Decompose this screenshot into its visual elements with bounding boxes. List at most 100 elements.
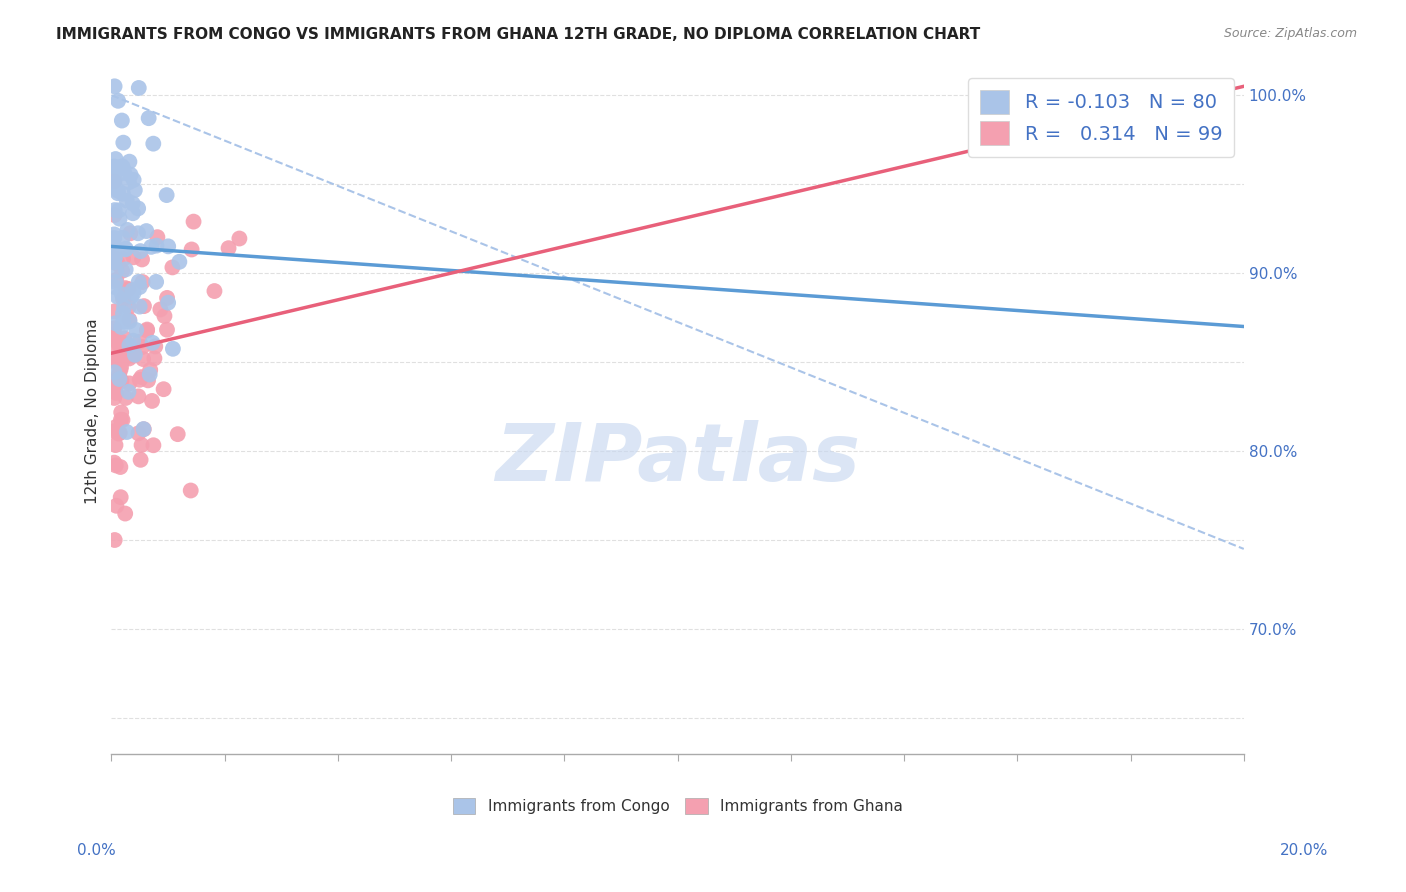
Point: [107, 426, 129, 441]
Point: [115, 194, 138, 208]
Point: [142, 136, 165, 151]
Point: [157, 239, 180, 253]
Point: [120, 227, 142, 241]
Point: [105, 264, 128, 278]
Point: [103, 174, 125, 188]
Point: [146, 230, 169, 244]
Point: [139, 363, 162, 377]
Point: [108, 338, 131, 352]
Point: [104, 152, 127, 166]
Point: [145, 238, 167, 252]
Point: [122, 173, 145, 187]
Point: [103, 227, 125, 242]
Point: [105, 385, 128, 400]
Point: [118, 312, 141, 326]
Point: [111, 264, 134, 278]
Point: [112, 352, 135, 367]
Text: Source: ZipAtlas.com: Source: ZipAtlas.com: [1223, 27, 1357, 40]
Point: [122, 286, 145, 301]
Legend: Immigrants from Congo, Immigrants from Ghana: Immigrants from Congo, Immigrants from G…: [453, 798, 903, 814]
Point: [103, 321, 125, 335]
Point: [132, 422, 155, 436]
Point: [103, 327, 125, 342]
Point: [112, 166, 135, 180]
Point: [118, 175, 141, 189]
Point: [111, 186, 134, 201]
Point: [115, 242, 138, 256]
Point: [111, 342, 134, 356]
Point: [131, 275, 153, 289]
Text: 0.0%: 0.0%: [77, 843, 117, 858]
Point: [114, 507, 136, 521]
Point: [105, 419, 128, 434]
Point: [156, 188, 179, 202]
Point: [166, 427, 188, 442]
Point: [120, 289, 142, 303]
Point: [145, 275, 167, 289]
Point: [110, 363, 132, 377]
Point: [141, 240, 163, 254]
Point: [138, 112, 160, 126]
Point: [103, 243, 125, 257]
Point: [112, 300, 135, 314]
Point: [104, 203, 127, 218]
Point: [107, 203, 129, 218]
Point: [124, 183, 146, 197]
Y-axis label: 12th Grade, No Diploma: 12th Grade, No Diploma: [86, 318, 100, 504]
Point: [103, 304, 125, 318]
Point: [114, 262, 136, 277]
Point: [104, 533, 127, 547]
Point: [110, 412, 132, 426]
Point: [152, 382, 174, 396]
Point: [135, 224, 157, 238]
Point: [131, 340, 153, 354]
Point: [105, 273, 128, 287]
Point: [129, 452, 152, 467]
Point: [103, 251, 125, 265]
Point: [110, 374, 132, 388]
Point: [136, 322, 159, 336]
Point: [108, 425, 131, 440]
Point: [228, 231, 250, 245]
Point: [105, 256, 128, 270]
Text: IMMIGRANTS FROM CONGO VS IMMIGRANTS FROM GHANA 12TH GRADE, NO DIPLOMA CORRELATIO: IMMIGRANTS FROM CONGO VS IMMIGRANTS FROM…: [56, 27, 980, 42]
Point: [110, 359, 132, 374]
Point: [136, 373, 159, 387]
Point: [112, 315, 135, 329]
Point: [138, 368, 160, 382]
Point: [110, 334, 132, 349]
Point: [122, 206, 145, 220]
Point: [141, 393, 163, 408]
Point: [112, 351, 135, 366]
Point: [111, 287, 134, 301]
Point: [156, 291, 179, 305]
Point: [107, 186, 129, 201]
Point: [107, 375, 129, 389]
Point: [105, 499, 128, 513]
Point: [118, 154, 141, 169]
Point: [107, 256, 129, 270]
Point: [114, 281, 136, 295]
Point: [108, 356, 131, 370]
Point: [143, 351, 166, 366]
Point: [120, 168, 142, 182]
Point: [118, 351, 141, 366]
Point: [103, 280, 125, 294]
Point: [104, 330, 127, 344]
Point: [103, 176, 125, 190]
Point: [104, 79, 127, 94]
Text: ZIPatlas: ZIPatlas: [495, 420, 860, 498]
Point: [115, 425, 138, 439]
Point: [118, 338, 141, 352]
Point: [103, 352, 125, 367]
Point: [122, 349, 145, 363]
Point: [104, 171, 127, 186]
Point: [104, 378, 127, 392]
Point: [104, 316, 127, 330]
Point: [157, 295, 180, 310]
Point: [117, 282, 139, 296]
Point: [127, 389, 149, 403]
Point: [149, 302, 172, 317]
Point: [108, 367, 131, 381]
Point: [141, 335, 163, 350]
